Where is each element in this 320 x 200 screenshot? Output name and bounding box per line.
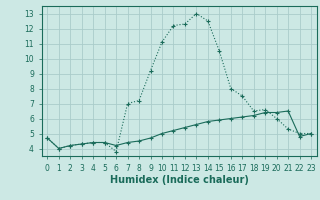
X-axis label: Humidex (Indice chaleur): Humidex (Indice chaleur) [110, 175, 249, 185]
